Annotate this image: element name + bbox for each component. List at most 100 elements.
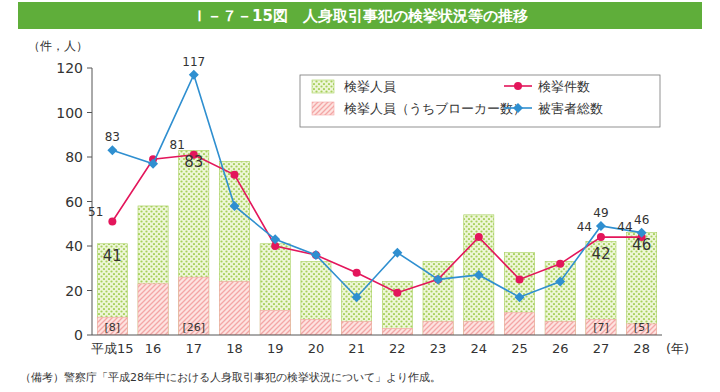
marker (596, 221, 606, 231)
x-tick-label: 平成15 (91, 341, 134, 356)
y-tick (87, 246, 92, 247)
marker (231, 171, 239, 179)
bar-label: 41 (103, 247, 122, 265)
y-tick (87, 68, 92, 69)
marker (189, 70, 199, 80)
x-tick-label: 24 (471, 341, 488, 356)
y-tick-label: 0 (74, 327, 83, 343)
x-tick-label: 16 (145, 341, 162, 356)
y-tick (87, 290, 92, 291)
title: Ｉ－７－15図 人身取引事犯の検挙状況等の推移 (192, 7, 528, 25)
line-label: 44 (577, 220, 592, 234)
marker (392, 248, 402, 258)
bar (382, 328, 412, 335)
line-label: 83 (105, 130, 120, 144)
marker (433, 274, 443, 284)
legend-label: 検挙件数 (538, 79, 590, 94)
x-tick-label: 22 (389, 341, 406, 356)
bar (586, 319, 616, 335)
bar (260, 311, 290, 335)
y-tick-label: 80 (65, 149, 83, 165)
bar-label: 46 (632, 236, 651, 254)
x-tick-label: 19 (267, 341, 284, 356)
marker (352, 292, 362, 302)
marker (270, 234, 280, 244)
marker (475, 233, 483, 241)
y-tick (87, 201, 92, 202)
x-axis-line (92, 335, 662, 336)
x-tick-label: 17 (186, 341, 203, 356)
bar (138, 206, 168, 335)
bar (545, 322, 575, 335)
marker (515, 292, 525, 302)
plot-data (97, 70, 656, 335)
bar (545, 262, 575, 335)
legend-marker (513, 103, 523, 113)
legend-label: 検挙人員（うちブローカー数） (344, 101, 526, 116)
y-tick (87, 335, 92, 336)
y-tick-label: 20 (65, 283, 83, 299)
bar-label: 42 (591, 245, 610, 263)
bar-label: [7] (593, 321, 609, 334)
x-tick-label: 23 (430, 341, 447, 356)
bar (464, 322, 494, 335)
bar-label: [5] (634, 321, 650, 334)
title-banner (18, 2, 702, 29)
bar (219, 282, 249, 335)
line (112, 75, 641, 298)
line-label: 49 (593, 206, 608, 220)
x-tick-label: 18 (226, 341, 243, 356)
marker (434, 275, 442, 283)
bar (97, 244, 127, 335)
bar-label: [8] (105, 321, 121, 334)
bar (342, 322, 372, 335)
bar (627, 233, 657, 335)
marker (556, 260, 564, 268)
legend-swatch (312, 80, 334, 93)
bar (301, 319, 331, 335)
line-label: 117 (182, 55, 205, 69)
bar (219, 161, 249, 335)
marker (148, 159, 158, 169)
marker (555, 277, 565, 287)
x-tick-label: 27 (593, 341, 610, 356)
legend-label: 被害者総数 (538, 101, 603, 116)
y-tick (87, 157, 92, 158)
line-label: 44 (617, 220, 632, 234)
bar (179, 277, 209, 335)
y-tick-label: 100 (56, 105, 83, 121)
legend-marker (514, 82, 522, 90)
chart: Ｉ－７－15図 人身取引事犯の検挙状況等の推移（件，人）020406080100… (0, 0, 720, 392)
bar (138, 284, 168, 335)
bar (97, 317, 127, 335)
y-tick-label: 60 (65, 194, 83, 210)
legend-swatch (312, 102, 334, 115)
bar (464, 215, 494, 335)
bar-label: [26] (182, 321, 205, 334)
y-tick (87, 112, 92, 113)
x-tick-label: 21 (348, 341, 365, 356)
legend-label: 検挙人員 (344, 79, 396, 94)
legend-box (300, 75, 660, 127)
marker (516, 275, 524, 283)
bar (342, 282, 372, 335)
line (112, 155, 641, 293)
line-label: 51 (88, 205, 103, 219)
x-tick-label: 20 (308, 341, 325, 356)
x-axis-label: (年) (666, 341, 689, 356)
bar-label: 83 (184, 153, 203, 171)
marker (311, 250, 321, 260)
bar (504, 313, 534, 335)
bar (423, 322, 453, 335)
marker (353, 269, 361, 277)
bar (301, 262, 331, 335)
marker (108, 218, 116, 226)
bar (586, 242, 616, 335)
bar (260, 244, 290, 335)
x-tick-label: 25 (511, 341, 528, 356)
marker (230, 201, 240, 211)
marker (393, 289, 401, 297)
line-label: 46 (634, 213, 649, 227)
y-axis-label: （件，人） (28, 39, 88, 53)
x-tick-label: 26 (552, 341, 569, 356)
